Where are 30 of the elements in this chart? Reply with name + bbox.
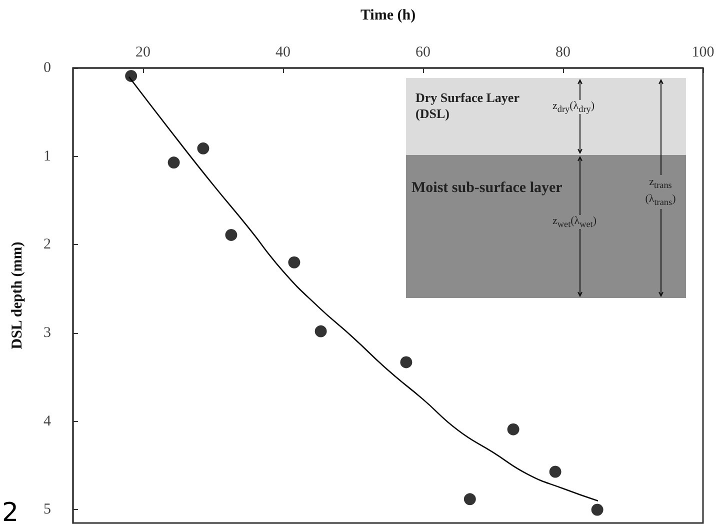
- x-tick-label: 20: [136, 44, 150, 60]
- text: 2: [2, 498, 19, 528]
- point: [288, 256, 300, 268]
- x-tick-label: 60: [416, 44, 430, 60]
- point: [400, 356, 412, 368]
- annotation: Dry Surface Layer (DSL): [416, 90, 520, 122]
- x-tick-label: 80: [556, 44, 570, 60]
- y-tick-label: 1: [44, 148, 51, 164]
- point: [168, 156, 180, 169]
- x-tick-label: 100: [692, 44, 714, 60]
- point: [464, 493, 476, 506]
- y-tick-label: 5: [44, 502, 51, 518]
- point: [549, 466, 562, 478]
- y-axis-title: DSL depth (mm): [10, 242, 26, 350]
- point: [225, 228, 238, 241]
- x-tick-label: 40: [276, 44, 290, 60]
- y-tick-label: 4: [44, 413, 52, 430]
- annotation: z$_{wet}$(λ$_{wet}$): [552, 214, 597, 229]
- point: [507, 423, 520, 436]
- y-tick-label: 3: [44, 325, 51, 342]
- annotation: z$_{trans}$ (λ$_{trans}$): [638, 174, 682, 210]
- x-axis-title: Time (h): [360, 8, 416, 24]
- point: [125, 70, 138, 82]
- point: [197, 142, 210, 154]
- point: [591, 504, 604, 516]
- annotation: z$_{dry}$(λ$_{dry}$): [552, 100, 594, 114]
- annotation: Moist sub-surface layer: [412, 180, 562, 197]
- y-tick-label: 0: [44, 60, 51, 76]
- point: [314, 325, 327, 338]
- y-tick-label: 2: [44, 236, 51, 253]
